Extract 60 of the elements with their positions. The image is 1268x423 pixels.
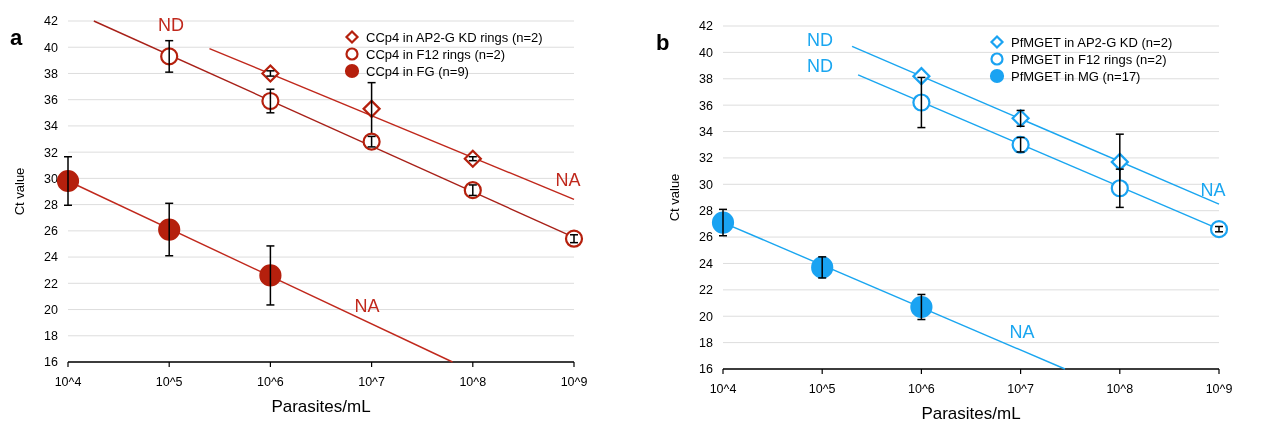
- x-tick-label: 10^5: [808, 382, 836, 396]
- x-axis-title: Parasites/mL: [921, 404, 1021, 423]
- annotation: ND: [807, 30, 833, 51]
- x-tick-label: 10^4: [709, 382, 737, 396]
- annotation: NA: [1200, 180, 1226, 201]
- y-tick-label: 22: [699, 283, 714, 298]
- y-tick-label: 16: [44, 355, 59, 370]
- legend-label: PfMGET in F12 rings (n=2): [1011, 51, 1167, 67]
- y-tick-label: 42: [44, 14, 59, 29]
- annotation: ND: [158, 15, 184, 36]
- y-tick-label: 20: [44, 302, 59, 317]
- y-tick-label: 26: [699, 230, 714, 245]
- x-tick-label: 10^9: [1205, 382, 1233, 396]
- y-tick-label: 40: [44, 40, 59, 55]
- legend-label: PfMGET in MG (n=17): [1011, 68, 1141, 84]
- y-tick-label: 30: [699, 177, 714, 192]
- chart-title: a: [10, 25, 23, 50]
- y-tick-label: 34: [44, 119, 59, 134]
- x-axis-title: Parasites/mL: [271, 397, 371, 416]
- annotation: NA: [555, 170, 581, 191]
- y-axis-title: Ct value: [667, 173, 682, 222]
- x-tick-label: 10^5: [155, 375, 183, 389]
- y-tick-label: 16: [699, 362, 714, 377]
- y-tick-label: 38: [699, 72, 714, 87]
- y-tick-label: 30: [44, 171, 59, 186]
- y-axis-title: Ct value: [12, 167, 27, 216]
- x-tick-label: 10^9: [560, 375, 588, 389]
- legend-label: CCp4 in FG (n=9): [366, 63, 469, 79]
- x-tick-label: 10^8: [459, 375, 487, 389]
- y-tick-label: 28: [44, 197, 59, 212]
- legend-label: CCp4 in AP2-G KD rings (n=2): [366, 29, 543, 45]
- point: [912, 93, 931, 112]
- annotation: NA: [1009, 322, 1035, 343]
- y-tick-label: 40: [699, 45, 714, 60]
- annotation: ND: [807, 56, 833, 77]
- y-tick-label: 22: [44, 276, 59, 291]
- y-tick-label: 26: [44, 224, 59, 239]
- x-tick-label: 10^7: [358, 375, 385, 389]
- legend-label: CCp4 in F12 rings (n=2): [366, 46, 506, 62]
- y-tick-label: 20: [699, 309, 714, 324]
- y-tick-label: 34: [699, 124, 714, 139]
- annotation: NA: [354, 296, 380, 317]
- y-tick-label: 24: [44, 250, 59, 265]
- x-tick-label: 10^6: [908, 382, 935, 396]
- x-tick-label: 10^7: [1007, 382, 1034, 396]
- chart-title: b: [656, 30, 670, 55]
- x-tick-label: 10^6: [257, 375, 284, 389]
- y-tick-label: 42: [699, 19, 714, 34]
- y-tick-label: 36: [44, 93, 59, 108]
- y-tick-label: 36: [699, 98, 714, 113]
- y-tick-label: 38: [44, 66, 59, 81]
- y-tick-label: 18: [44, 329, 59, 344]
- y-tick-label: 32: [699, 151, 714, 166]
- legend-label: PfMGET in AP2-G KD (n=2): [1011, 34, 1173, 50]
- y-tick-label: 18: [699, 335, 714, 350]
- x-tick-label: 10^8: [1106, 382, 1134, 396]
- y-tick-label: 32: [44, 145, 59, 160]
- x-tick-label: 10^4: [54, 375, 82, 389]
- y-tick-label: 24: [699, 256, 714, 271]
- y-tick-label: 28: [699, 204, 714, 219]
